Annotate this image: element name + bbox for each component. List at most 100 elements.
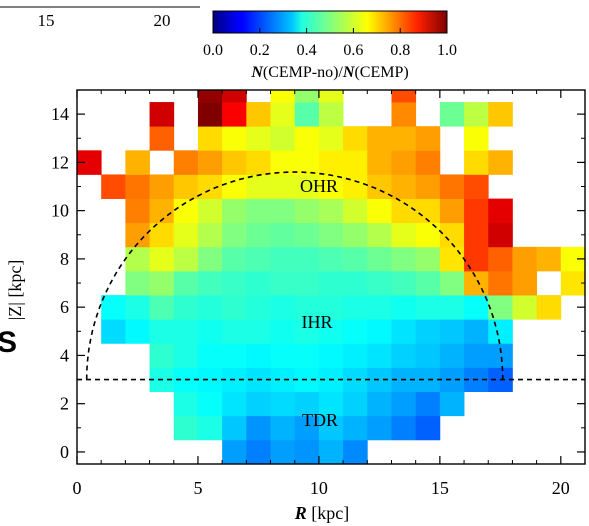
heatmap-cell [343, 126, 368, 151]
colorbar-label-suffix: (CEMP) [354, 64, 408, 81]
heatmap-cell [149, 319, 175, 344]
heatmap-cell [222, 391, 247, 417]
heatmap-cell [464, 343, 489, 368]
heatmap-cell [294, 198, 320, 224]
heatmap-cell [391, 222, 417, 248]
colorbar-gradient [212, 10, 448, 34]
heatmap-cell [391, 270, 417, 296]
heatmap-cell [415, 222, 441, 248]
heatmap-cell [149, 343, 175, 368]
heatmap-cell [222, 222, 247, 248]
heatmap-cell [391, 102, 417, 127]
y-tick-label: 2 [60, 394, 69, 414]
heatmap-cell [222, 126, 247, 151]
heatmap-cell [439, 295, 465, 320]
heatmap-cell [488, 319, 513, 344]
heatmap-cell [125, 198, 150, 224]
heatmap-cell [464, 102, 489, 127]
heatmap-cell [197, 174, 223, 199]
heatmap-cell [222, 102, 247, 127]
heatmap-cell [125, 319, 150, 344]
heatmap-cell [318, 415, 344, 441]
heatmap-cell [270, 150, 296, 175]
heatmap-cell [270, 343, 296, 368]
heatmap-cell [464, 319, 489, 344]
heatmap-cell [318, 319, 344, 344]
heatmap-cell [270, 90, 296, 103]
heatmap-cell [246, 415, 271, 441]
y-tick-label: 14 [51, 104, 69, 124]
heatmap-cell [294, 102, 320, 127]
heatmap-cell [294, 222, 320, 248]
colorbar-tick-label: 1.0 [437, 42, 457, 59]
heatmap-cell [318, 343, 344, 368]
heatmap-cell [222, 198, 247, 224]
heatmap-cell [173, 343, 199, 368]
heatmap-cell [197, 126, 223, 151]
x-axis-label-r: R [294, 503, 307, 523]
heatmap-cell [367, 222, 392, 248]
heatmap-cell [415, 150, 441, 175]
heatmap-cell [343, 295, 368, 320]
plot-frame [76, 89, 586, 465]
heatmap-cell [270, 391, 296, 417]
heatmap-cell [197, 246, 223, 272]
heatmap-cell [415, 319, 441, 344]
heatmap-cell [294, 150, 320, 175]
heatmap-cell [318, 126, 344, 151]
heatmap-cell [415, 246, 441, 272]
heatmap-cell [125, 270, 150, 296]
heatmap-cell [391, 295, 417, 320]
heatmap-cell [294, 246, 320, 272]
heatmap-cell [294, 439, 320, 465]
heatmap-cell [343, 415, 368, 441]
colorbar-tick-label: 0.6 [343, 42, 363, 59]
heatmap-cell [439, 198, 465, 224]
heatmap-cell [197, 198, 223, 224]
heatmap-cell [149, 270, 175, 296]
heatmap-cell [173, 415, 199, 441]
heatmap-cell [294, 174, 320, 199]
heatmap-cell [246, 222, 271, 248]
heatmap-cell [246, 439, 271, 465]
heatmap-cell [391, 198, 417, 224]
heatmap-cell [464, 126, 489, 151]
colorbar-ticks: 0.0 0.2 0.4 0.6 0.8 1.0 [203, 28, 457, 59]
heatmap-cell [464, 150, 489, 175]
heatmap-cell [246, 246, 271, 272]
heatmap-cell [367, 174, 392, 199]
heatmap-cell [270, 415, 296, 441]
heatmap-cell [222, 439, 247, 465]
heatmap-cell [294, 319, 320, 344]
heatmap-cell [536, 246, 562, 272]
x-axis-label: R [kpc] [294, 503, 350, 523]
y-tick-label: 10 [51, 201, 69, 221]
heatmap-cell [391, 391, 417, 417]
heatmap-cell [391, 319, 417, 344]
heatmap-cell [318, 270, 344, 296]
heatmap-cell [439, 343, 465, 368]
heatmap-cell [246, 174, 271, 199]
heatmap-cell [246, 343, 271, 368]
heatmap-cell [367, 270, 392, 296]
heatmap-cell [246, 126, 271, 151]
heatmap-cell [173, 270, 199, 296]
colorbar-tick-label: 0.4 [297, 42, 317, 59]
heatmap-cell [415, 174, 441, 199]
annotation-ihr: IHR [302, 312, 333, 332]
y-tick-label: 8 [60, 249, 69, 269]
heatmap-cell [318, 90, 344, 103]
heatmap-cell [246, 295, 271, 320]
heatmap-cell [439, 270, 465, 296]
heatmap-cell [488, 343, 513, 368]
heatmap-cell [197, 319, 223, 344]
heatmap-cell [367, 126, 392, 151]
heatmap-cell [391, 126, 417, 151]
heatmap-cell [415, 295, 441, 320]
top-axis-tick-label: 15 [38, 11, 55, 30]
heatmap-cell [197, 295, 223, 320]
x-tick-label: 0 [73, 478, 82, 498]
x-tick-label: 5 [193, 478, 202, 498]
heatmap-cell [222, 295, 247, 320]
heatmap-cell [173, 295, 199, 320]
